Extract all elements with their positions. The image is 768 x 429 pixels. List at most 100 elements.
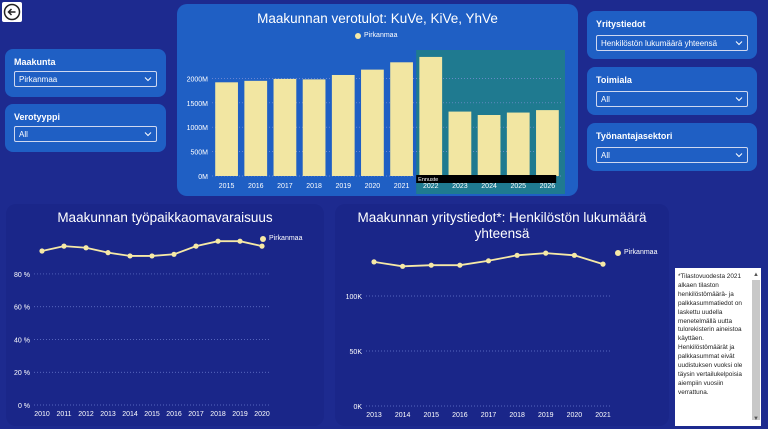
legend-marker	[615, 249, 621, 256]
data-point	[171, 251, 177, 257]
chevron-down-icon	[735, 97, 743, 102]
methodology-note[interactable]: *Tilastovuodesta 2021 alkaen tilaston he…	[675, 268, 761, 426]
bar	[448, 111, 472, 176]
data-point	[237, 238, 243, 244]
chart-legend: Pirkanmaa	[260, 235, 302, 242]
x-tick-label: 2017	[188, 411, 204, 418]
y-tick-label: 1000M	[187, 125, 209, 132]
bar	[419, 56, 443, 176]
x-tick-label: 2018	[210, 411, 226, 418]
chart-title: Maakunnan yritystiedot*: Henkilöstön luk…	[357, 210, 647, 241]
chevron-down-icon	[735, 153, 743, 158]
data-point	[215, 238, 221, 244]
y-tick-label: 50K	[350, 349, 363, 356]
y-tick-label: 80 %	[14, 272, 30, 279]
x-tick-label: 2019	[232, 411, 248, 418]
y-tick-label: 40 %	[14, 337, 30, 344]
data-point	[543, 250, 549, 256]
dropdown-value: All	[601, 95, 610, 104]
chart-legend: Pirkanmaa	[355, 32, 397, 39]
data-point	[61, 243, 67, 249]
chart-legend: Pirkanmaa	[615, 249, 657, 256]
verotulot-chart-card: Maakunnan verotulot: KuVe, KiVe, YhVe Pi…	[177, 4, 578, 196]
x-tick-label: 2011	[56, 411, 71, 418]
x-tick-label: 2016	[248, 183, 264, 190]
verotyyppi-dropdown[interactable]: All	[14, 126, 157, 142]
back-button[interactable]	[2, 2, 22, 22]
dropdown-value: All	[601, 151, 610, 160]
x-tick-label: 2010	[34, 411, 50, 418]
chevron-down-icon	[144, 77, 152, 82]
data-point	[127, 253, 133, 259]
y-tick-label: 100K	[346, 294, 363, 301]
forecast-label: Ennuste	[418, 177, 438, 183]
data-point	[485, 258, 492, 264]
chevron-down-icon	[735, 41, 743, 46]
back-arrow-icon	[3, 3, 21, 21]
x-tick-label: 2020	[365, 183, 381, 190]
forecast-label-bg	[416, 175, 557, 183]
x-tick-label: 2015	[144, 411, 160, 418]
x-tick-label: 2017	[277, 183, 293, 190]
slicer-label: Maakunta	[14, 57, 56, 67]
y-tick-label: 20 %	[14, 370, 30, 377]
x-tick-label: 2018	[509, 412, 525, 419]
dropdown-value: Henkilöstön lukumäärä yhteensä	[601, 39, 718, 48]
data-point	[105, 250, 111, 256]
x-tick-label: 2015	[423, 412, 439, 419]
data-point	[39, 248, 45, 254]
bar	[244, 80, 268, 176]
x-tick-label: 2021	[595, 412, 611, 419]
bar	[215, 82, 238, 176]
dropdown-value: Pirkanmaa	[19, 75, 58, 84]
x-tick-label: 2015	[219, 183, 235, 190]
bar	[506, 112, 530, 176]
maakunta-dropdown[interactable]: Pirkanmaa	[14, 71, 157, 87]
x-tick-label: 2025	[510, 183, 526, 190]
y-tick-label: 60 %	[14, 305, 30, 312]
x-tick-label: 2014	[122, 411, 138, 418]
y-tick-label: 1500M	[187, 101, 209, 108]
bar-chart: 0M 500M 1000M 1500M 2000M 2015 2016 2017 2018 201…	[187, 50, 565, 194]
x-tick-label: 2013	[100, 411, 116, 418]
tyonantajasektori-dropdown[interactable]: All	[596, 147, 748, 163]
data-point	[371, 259, 377, 265]
slicer-label: Verotyyppi	[14, 112, 61, 122]
scroll-down-icon[interactable]: ▼	[753, 416, 759, 423]
slicer-label: Yritystiedot	[596, 19, 646, 29]
x-tick-label: 2022	[423, 183, 439, 190]
yritystiedot-chart-card: Maakunnan yritystiedot*: Henkilöstön luk…	[335, 204, 669, 426]
x-tick-label: 2012	[78, 411, 94, 418]
bar	[302, 79, 326, 176]
x-tick-label: 2013	[366, 412, 382, 419]
data-point	[83, 245, 89, 251]
y-tick-label: 0K	[353, 404, 362, 411]
slicer-verotyyppi: Verotyyppi All	[5, 104, 166, 152]
x-tick-label: 2020	[567, 412, 583, 419]
x-tick-label: 2019	[335, 183, 351, 190]
x-tick-label: 2020	[254, 411, 270, 418]
x-tick-label: 2021	[394, 183, 410, 190]
bar	[536, 110, 559, 176]
y-tick-label: 500M	[190, 150, 208, 157]
data-point	[400, 263, 406, 269]
toimiala-dropdown[interactable]: All	[596, 91, 748, 107]
data-point	[428, 262, 434, 268]
line-chart-henkilosto: 0K 50K 100K 2013 2014 2015 2016 2017 2018 2019 202…	[346, 250, 611, 419]
x-tick-label: 2018	[306, 183, 322, 190]
data-point	[149, 253, 155, 259]
note-scrollbar[interactable]	[752, 280, 760, 420]
data-point	[457, 262, 463, 268]
x-tick-label: 2024	[481, 183, 497, 190]
dropdown-value: All	[19, 130, 28, 139]
scroll-up-icon[interactable]: ▲	[753, 272, 759, 278]
chart-title: Maakunnan työpaikkaomavaraisuus	[57, 210, 273, 225]
note-text: *Tilastovuodesta 2021 alkaen tilaston he…	[678, 273, 743, 396]
data-point	[259, 243, 265, 249]
slicer-label: Työnantajasektori	[596, 131, 673, 141]
yritystiedot-dropdown[interactable]: Henkilöstön lukumäärä yhteensä	[596, 35, 748, 51]
bar	[273, 78, 297, 176]
x-tick-label: 2023	[452, 183, 468, 190]
x-tick-label: 2016	[452, 412, 468, 419]
legend-marker	[355, 32, 361, 39]
